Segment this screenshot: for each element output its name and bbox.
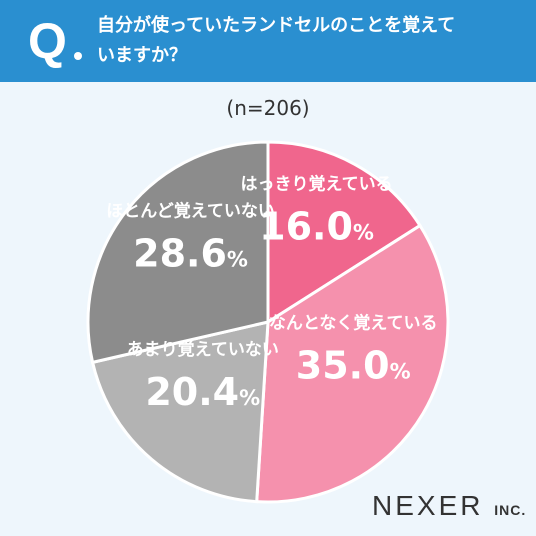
nexer-logo: NEXER INC.: [372, 490, 526, 522]
question-header: Q 自分が使っていたランドセルのことを覚えて いますか？: [0, 0, 536, 82]
question-text: 自分が使っていたランドセルのことを覚えて いますか？: [97, 11, 517, 71]
slice-label-1: はっきり覚えている: [240, 174, 392, 195]
question-line-2: いますか？: [97, 45, 187, 66]
q-mark: Q: [28, 13, 67, 69]
sample-size-label: (n=206): [226, 96, 310, 120]
slice-unit-2: %: [390, 359, 411, 383]
slice-label-2: なんとなく覚えている: [269, 312, 438, 333]
pie-slice-2: [255, 223, 450, 504]
slice-unit-4: %: [227, 247, 248, 271]
q-dot: [74, 52, 82, 60]
logo-text: NEXER: [372, 490, 484, 521]
question-line-1: 自分が使っていたランドセルのことを覚えて: [97, 15, 456, 36]
slice-unit-3: %: [239, 386, 260, 410]
slice-label-3: あまり覚えていない: [127, 339, 279, 360]
logo-suffix: INC.: [494, 502, 527, 518]
pie-slice-1: [266, 140, 423, 325]
slice-unit-1: %: [353, 221, 374, 245]
pie-slice-4: [86, 140, 270, 365]
pie-slice-3: [90, 320, 270, 504]
slice-label-4: ほとんど覚えていない: [106, 200, 275, 221]
